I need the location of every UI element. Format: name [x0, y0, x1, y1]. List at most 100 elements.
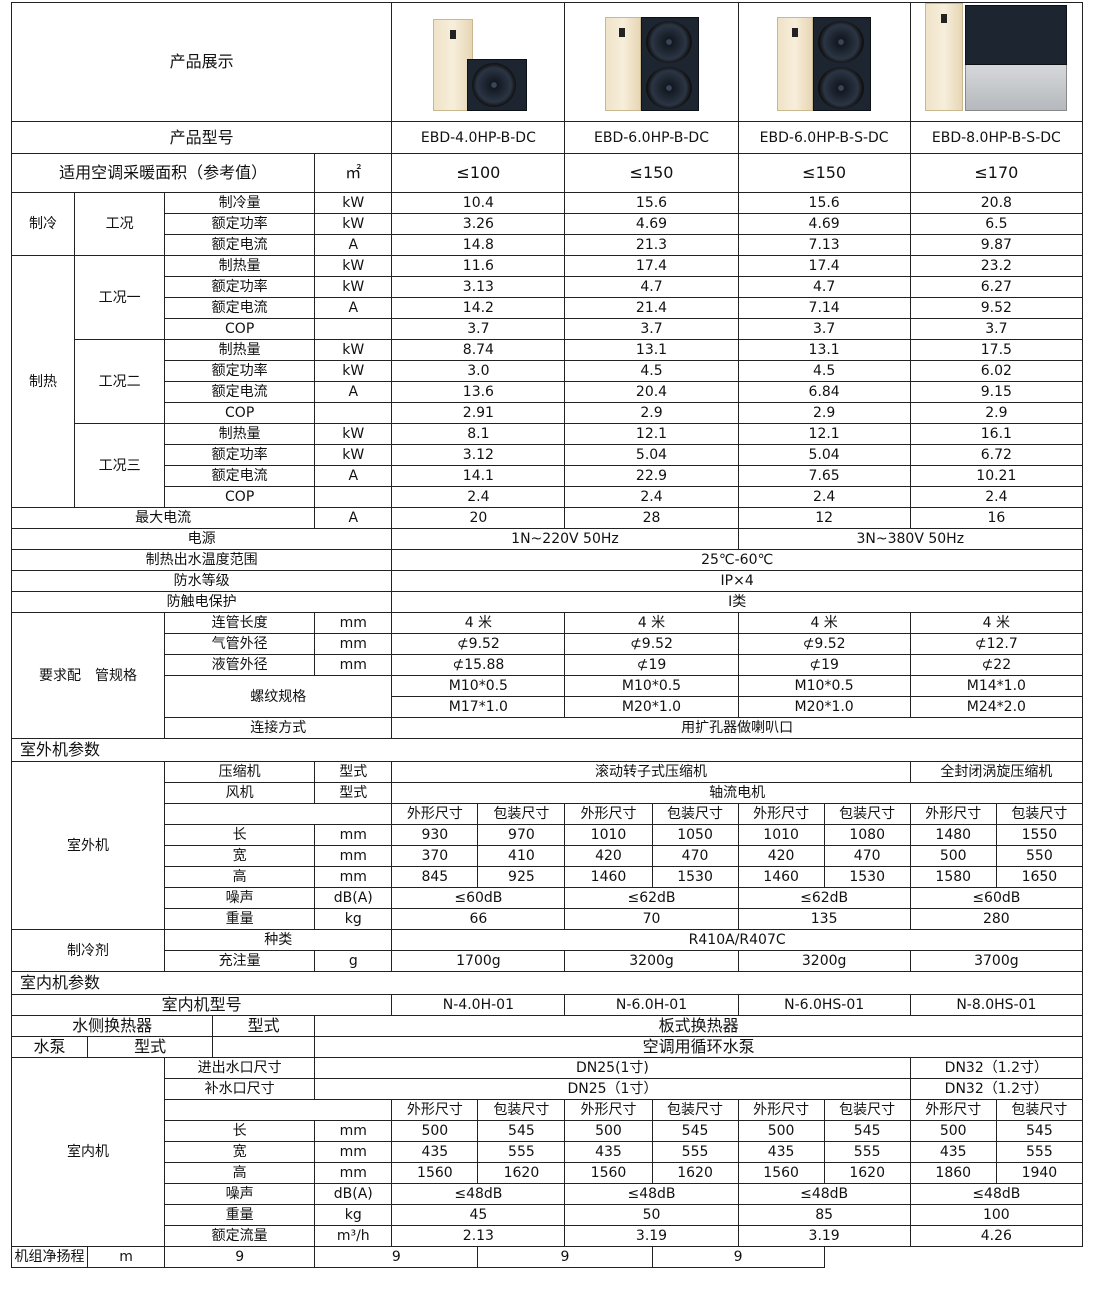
table-row: 产品展示 [10, 2, 1084, 122]
value-cell: 66 [391, 908, 566, 930]
table-row: 噪声 dB(A) ≤48dB ≤48dB ≤48dB ≤48dB [12, 1183, 1084, 1205]
unit [314, 318, 393, 340]
value-cell: 4 米 [391, 612, 566, 634]
value-cell: 9 [164, 1246, 316, 1268]
row-label: 噪声 [164, 887, 316, 909]
value-cell: R410A/R407C [391, 929, 1083, 951]
table-row: 制热出水温度范围 25℃-60℃ [10, 549, 1083, 571]
unit: m³/h [314, 1225, 393, 1247]
value-cell: 21.3 [564, 234, 739, 256]
value-cell: 50 [564, 1204, 739, 1226]
value-cell: 12.1 [737, 423, 911, 445]
value-cell: 9.15 [909, 381, 1084, 403]
value-cell: 4 米 [564, 612, 739, 634]
unit: kW [314, 339, 393, 361]
value-cell: N-8.0HS-01 [909, 994, 1084, 1016]
row-label: 宽 [164, 845, 316, 867]
value-cell: 100 [909, 1204, 1084, 1226]
value-cell: N-4.0H-01 [391, 994, 566, 1016]
row-label: 重量 [164, 1204, 316, 1226]
row-label: 宽 [164, 1141, 316, 1163]
value-cell: 410 [477, 845, 566, 867]
value-cell: 970 [477, 824, 566, 846]
unit: mm [314, 654, 393, 676]
dimension-header: 外形尺寸 [737, 803, 825, 825]
showcase-label: 产品展示 [10, 2, 393, 122]
group-label: 制冷 [10, 192, 76, 256]
value-cell: 1940 [995, 1162, 1084, 1184]
value-cell: ⊄19 [737, 654, 911, 676]
table-row: 室外机 压缩机 型式 滚动转子式压缩机 全封闭涡旋压缩机 [10, 761, 1084, 930]
row-label: 水泵 [10, 1036, 89, 1058]
value-cell: 930 [391, 824, 479, 846]
value-cell: 3200g [737, 950, 911, 972]
group-label: 制热 [10, 255, 76, 508]
group-label: 室内机 [10, 1057, 166, 1247]
table-row: 外形尺寸 包装尺寸 外形尺寸 包装尺寸 外形尺寸 包装尺寸 外形尺寸 包装尺寸 [12, 1099, 1084, 1121]
table-row: 宽 mm 435 555 435 555 435 555 435 555 [12, 1141, 1084, 1163]
unit: A [314, 465, 393, 487]
value-cell: 1560 [564, 1162, 653, 1184]
value-cell: 4.69 [564, 213, 739, 235]
value-cell: 1560 [391, 1162, 479, 1184]
value-cell: 2.9 [909, 402, 1084, 424]
value-cell: ≤48dB [564, 1183, 739, 1205]
value-cell: M20*1.0 [737, 696, 911, 718]
value-cell: 435 [909, 1141, 997, 1163]
value-cell: 45 [391, 1204, 566, 1226]
unit: mm [314, 845, 393, 867]
value-cell: ≤170 [909, 153, 1084, 193]
unit: kW [314, 423, 393, 445]
row-label: 压缩机 [164, 761, 316, 783]
table-row: 长 mm 930 970 1010 1050 1010 1080 1480 1550 [12, 824, 1084, 846]
value-cell: 1530 [651, 866, 739, 888]
value-cell: 500 [909, 845, 997, 867]
value-cell: EBD-6.0HP-B-S-DC [737, 121, 911, 154]
value-cell: 16.1 [909, 423, 1084, 445]
value-cell: 6.02 [909, 360, 1084, 382]
value-cell: 1460 [564, 866, 653, 888]
value-cell: 9 [314, 1246, 479, 1268]
value-cell: 15.6 [737, 192, 911, 214]
unit [314, 486, 393, 508]
value-cell: 5.04 [564, 444, 739, 466]
unit: mm [314, 1141, 393, 1163]
value-cell: 545 [477, 1120, 566, 1142]
row-label: 连接方式 [164, 717, 393, 739]
row-label: 气管外径 [164, 633, 316, 655]
dimension-header: 外形尺寸 [391, 803, 479, 825]
table-row: 重量 kg 45 50 85 100 [12, 1204, 1084, 1226]
row-label: 补水口尺寸 [164, 1078, 316, 1100]
value-cell: 8.74 [391, 339, 566, 361]
value-cell: ≤62dB [564, 887, 739, 909]
dimension-header: 外形尺寸 [564, 803, 653, 825]
row-label: 制热量 [164, 339, 316, 361]
row-label: 螺纹规格 [164, 675, 393, 718]
value-cell: 3200g [564, 950, 739, 972]
value-cell: ⊄9.52 [391, 633, 566, 655]
value-cell: 5.04 [737, 444, 911, 466]
value-cell: 2.4 [564, 486, 739, 508]
value-cell: ⊄12.7 [909, 633, 1084, 655]
heat-pump-unit-image [403, 5, 553, 115]
value-cell: ≤150 [564, 153, 739, 193]
row-label: 长 [164, 1120, 316, 1142]
value-cell: 1550 [995, 824, 1084, 846]
value-cell: 轴流电机 [391, 782, 1083, 804]
value-cell: 14.8 [391, 234, 566, 256]
row-label: 额定电流 [164, 381, 316, 403]
group-label: 要求配 管规格 [10, 612, 166, 739]
value-cell: 3.19 [737, 1225, 911, 1247]
value-cell: EBD-6.0HP-B-DC [564, 121, 739, 154]
product-image [909, 2, 1084, 122]
row-label: 制热量 [164, 423, 316, 445]
row-label: 室内机型号 [10, 994, 393, 1016]
row-label: 种类 [164, 929, 393, 951]
value-cell: 2.4 [737, 486, 911, 508]
value-cell: ⊄9.52 [564, 633, 739, 655]
value-cell: 11.6 [391, 255, 566, 277]
value-cell: 用扩孔器做喇叭口 [391, 717, 1083, 739]
value-cell: 7.13 [737, 234, 911, 256]
row-label: COP [164, 486, 316, 508]
